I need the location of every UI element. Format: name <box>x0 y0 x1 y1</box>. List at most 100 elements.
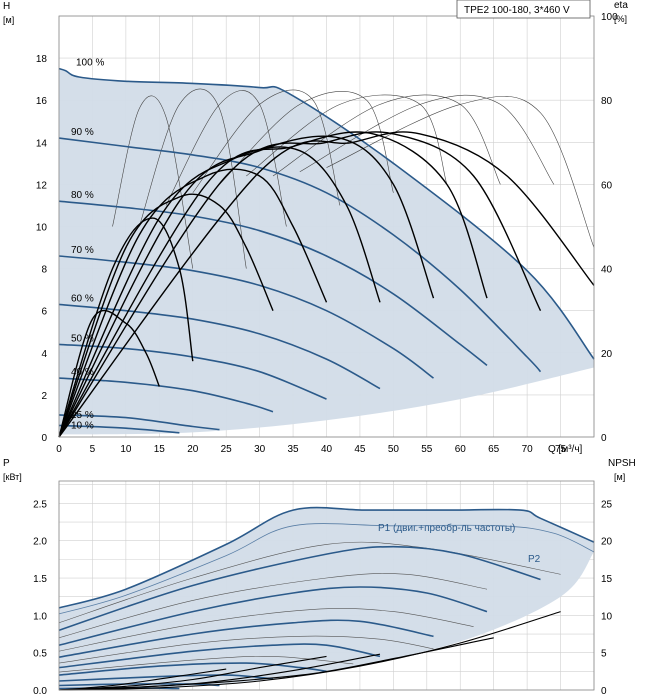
y-tick-label: 10 <box>36 223 48 234</box>
x-tick-label: 30 <box>254 444 266 455</box>
y-tick-label: 8 <box>41 265 47 276</box>
series-label-p2: P2 <box>528 554 541 565</box>
y2-axis-unit: [%] <box>614 14 627 24</box>
y2-axis-unit: [м] <box>614 472 625 482</box>
npsh-curve-line <box>58 653 381 691</box>
operating-region <box>59 68 594 435</box>
efficiency-curve-line <box>58 131 542 438</box>
power-thin-line <box>58 608 474 652</box>
efficiency-thin-line <box>219 90 394 193</box>
x-tick-label: 35 <box>288 444 300 455</box>
power-curve-line <box>58 643 381 669</box>
x-tick-label: 40 <box>321 444 333 455</box>
y-tick-label: 14 <box>36 138 48 149</box>
curve-label: 60 % <box>71 293 94 304</box>
power-series-line <box>58 523 595 615</box>
curve-label: 50 % <box>71 333 94 344</box>
x-axis-title: Q [м³/ч] <box>548 444 583 455</box>
y-tick-label: 16 <box>36 96 48 107</box>
y-tick-label: 18 <box>36 54 48 65</box>
plot-frame-bottom <box>58 480 595 691</box>
curve-label: 80 % <box>71 190 94 201</box>
y2-tick-label: 10 <box>601 611 613 622</box>
chart-title: TPE2 100-180, 3*460 V <box>464 5 570 16</box>
y2-tick-label: 5 <box>601 649 607 660</box>
power-thin-line <box>58 541 561 624</box>
npsh-curve-line <box>58 668 227 691</box>
x-tick-label: 5 <box>90 444 96 455</box>
power-npsh-panel: 0.0 0.5 1.0 1.5 2.0 2.5 0 5 10 15 20 25 P [кВт] NPSH [м… <box>3 458 636 697</box>
head-efficiency-panel: 100 % 90 % 80 % 70 % 60 % 50 % 40 % 25 %10 % 0 2 4… <box>3 0 628 455</box>
y-tick-label: 1.0 <box>33 611 47 622</box>
efficiency-thin-line <box>165 90 287 227</box>
x-tick-label: 25 <box>221 444 233 455</box>
x-tick-label: 15 <box>154 444 166 455</box>
power-thin-line <box>58 573 488 639</box>
power-thin-line <box>58 655 354 673</box>
x-tick-label: 45 <box>354 444 366 455</box>
y-tick-label: 1.5 <box>33 574 47 585</box>
efficiency-thin-line <box>112 95 194 269</box>
y-tick-label: 0.5 <box>33 649 47 660</box>
power-series-line <box>58 506 595 609</box>
head-curve-line <box>58 303 381 390</box>
head-curve-line <box>58 424 180 434</box>
y-tick-label: 2 <box>41 391 47 402</box>
curve-label: 100 % <box>76 58 104 69</box>
y2-tick-label: 20 <box>601 349 613 360</box>
y2-tick-label: 60 <box>601 180 613 191</box>
y2-axis-title: eta <box>614 0 628 11</box>
efficiency-curve-line <box>58 168 328 438</box>
x-tick-label: 75 <box>555 444 567 455</box>
y-axis-title: H <box>3 1 10 12</box>
y-tick-label: 6 <box>41 307 47 318</box>
curve-label: 10 % <box>71 420 94 431</box>
chart-title-box: TPE2 100-180, 3*460 V <box>456 0 591 19</box>
x-tick-label: 50 <box>388 444 400 455</box>
y2-tick-label: 0 <box>601 686 607 697</box>
x-tick-label: 60 <box>455 444 467 455</box>
y2-tick-label: 15 <box>601 574 613 585</box>
head-curve-line <box>58 200 488 367</box>
y2-tick-label: 100 <box>601 12 618 23</box>
x-tick-label: 65 <box>488 444 500 455</box>
curve-label: 70 % <box>71 245 94 256</box>
power-curve-line <box>58 586 488 646</box>
npsh-curve-line <box>58 655 327 691</box>
head-curve-line <box>58 414 220 431</box>
x-tick-label: 10 <box>120 444 132 455</box>
y2-tick-label: 40 <box>601 265 613 276</box>
power-curve-line <box>58 619 434 658</box>
head-curve-line <box>58 67 595 360</box>
y2-tick-label: 25 <box>601 499 613 510</box>
efficiency-curve-line <box>58 135 435 438</box>
power-region <box>59 507 594 690</box>
y-axis-unit: [м] <box>3 15 14 25</box>
series-label-p1: P1 (двиг.+преобр-ль частоты) <box>378 522 515 534</box>
x-tick-label: 0 <box>56 444 62 455</box>
efficiency-curve-line <box>58 131 595 438</box>
plot-frame-top <box>58 15 595 438</box>
y-tick-label: 0.0 <box>33 686 47 697</box>
y2-tick-label: 0 <box>601 433 607 444</box>
efficiency-thin-line <box>139 88 247 269</box>
head-curve-line <box>58 137 542 373</box>
y-axis-unit: [кВт] <box>3 472 22 482</box>
y-tick-label: 4 <box>41 349 47 360</box>
efficiency-thin-line <box>326 95 595 248</box>
y-axis-title: P <box>3 458 10 469</box>
head-curve-line <box>58 377 274 413</box>
x-tick-label: 70 <box>522 444 534 455</box>
curve-label: 40 % <box>71 367 94 378</box>
curve-label: 25 % <box>71 410 94 421</box>
x-tick-label: 20 <box>187 444 199 455</box>
power-curve-line <box>58 545 541 632</box>
y2-tick-label: 20 <box>601 537 613 548</box>
y2-axis-title: NPSH <box>608 458 636 469</box>
y-tick-label: 2.0 <box>33 537 47 548</box>
y-tick-label: 2.5 <box>33 499 47 510</box>
efficiency-thin-line <box>272 94 501 185</box>
y-tick-label: 0 <box>41 433 47 444</box>
title-frame <box>456 0 591 19</box>
